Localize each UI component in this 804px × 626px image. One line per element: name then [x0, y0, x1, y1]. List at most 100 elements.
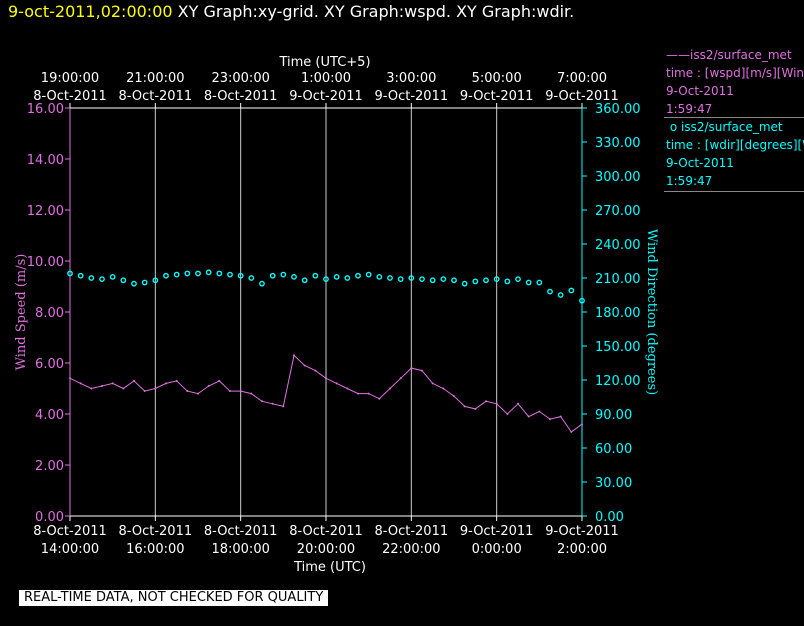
x-tick-time: 18:00:00 — [211, 542, 269, 557]
wdir-point — [408, 275, 415, 281]
y-tick-label-right: 0.00 — [595, 510, 624, 525]
wdir-point — [579, 297, 585, 304]
y-tick-label-right: 300.00 — [595, 170, 641, 185]
wdir-point — [141, 279, 148, 286]
wdir-point — [205, 269, 212, 276]
x-tick-time: 16:00:00 — [126, 542, 184, 557]
wspd-point — [410, 367, 413, 370]
y-tick-label-left: 16.00 — [27, 102, 64, 117]
wdir-point — [568, 287, 575, 294]
x-tick-time: 14:00:00 — [41, 542, 99, 557]
wdir-point — [515, 276, 521, 283]
wspd-point — [314, 369, 317, 372]
top-tick-date: 9-Oct-2011 — [460, 89, 534, 104]
wspd-point — [154, 387, 157, 390]
y-tick-label-left: 4.00 — [35, 408, 64, 423]
wdir-point — [109, 273, 116, 280]
wdir-point — [419, 276, 425, 283]
wdir-point — [525, 279, 532, 286]
wspd-point — [378, 397, 381, 400]
wdir-point — [227, 271, 233, 278]
wspd-point — [346, 387, 349, 390]
top-tick-time: 19:00:00 — [41, 71, 99, 86]
legend-wdir-date: 9-Oct-2011 — [666, 156, 734, 170]
wspd-point — [367, 392, 370, 395]
wspd-point — [389, 387, 391, 390]
wdir-point — [547, 288, 553, 295]
wdir-point — [269, 272, 276, 279]
legend-wdir-name: o iss2/surface_met — [666, 118, 804, 136]
y-tick-label-right: 180.00 — [595, 306, 641, 321]
legend-wdir-variable: time : [wdir][degrees][W — [666, 138, 804, 152]
wspd-point — [282, 405, 285, 408]
wspd-point — [559, 415, 562, 418]
y-tick-label-right: 150.00 — [595, 340, 641, 355]
wdir-point — [323, 276, 329, 283]
wdir-point — [376, 273, 383, 280]
y-tick-label-right: 270.00 — [595, 204, 641, 219]
wspd-point — [527, 415, 530, 418]
wdir-point — [355, 272, 361, 279]
wdir-point — [365, 271, 372, 278]
y-tick-label-right: 90.00 — [595, 408, 632, 423]
top-axis-label: Time (UTC+5) — [278, 55, 370, 70]
y-tick-label-left: 6.00 — [35, 357, 64, 372]
header-title-wspd: XY Graph:wspd. — [323, 2, 451, 21]
wdir-point — [77, 272, 84, 279]
wspd-point — [133, 379, 135, 382]
top-tick-time: 3:00:00 — [386, 71, 436, 86]
wdir-point — [120, 277, 127, 284]
legend-wspd-date: 9-Oct-2011 — [666, 84, 734, 98]
wdir-point — [88, 275, 95, 281]
x-tick-time: 2:00:00 — [557, 542, 607, 557]
wspd-point — [293, 354, 295, 357]
wdir-point — [440, 276, 447, 283]
y-tick-label-right: 30.00 — [595, 476, 632, 491]
legend-wspd-name: ——iss2/surface_met — [666, 46, 804, 64]
wdir-point — [472, 278, 479, 285]
wspd-point — [207, 384, 210, 387]
x-tick-time: 22:00:00 — [382, 542, 440, 557]
x-tick-date: 9-Oct-2011 — [460, 524, 534, 539]
wspd-point — [517, 402, 519, 405]
wspd-point — [335, 382, 338, 385]
wspd-point — [431, 382, 434, 385]
wspd-point — [538, 410, 541, 413]
wdir-point — [99, 276, 105, 283]
wdir-point — [163, 272, 169, 279]
wdir-point — [280, 271, 287, 278]
quality-notice: REAL-TIME DATA, NOT CHECKED FOR QUALITY — [19, 590, 329, 606]
legend-divider — [664, 191, 804, 192]
wspd-point — [485, 400, 487, 403]
wdir-point — [536, 279, 543, 286]
header-title-wdir: XY Graph:wdir. — [456, 2, 575, 21]
legend-wdir-source: iss2/surface_met — [680, 120, 783, 134]
wspd-point — [143, 390, 146, 393]
wspd-point — [506, 413, 509, 415]
wspd-point — [570, 430, 573, 433]
wspd-point — [474, 407, 477, 410]
top-tick-date: 8-Oct-2011 — [204, 89, 278, 104]
wspd-point — [69, 377, 71, 380]
x-tick-time: 0:00:00 — [472, 542, 522, 557]
wdir-point — [557, 292, 564, 298]
wdir-point — [67, 270, 73, 277]
wspd-point — [463, 405, 466, 408]
y-tick-label-left: 2.00 — [35, 459, 64, 474]
header: 9-oct-2011,02:00:00 XY Graph:xy-grid. XY… — [8, 2, 574, 21]
top-tick-date: 8-Oct-2011 — [119, 89, 193, 104]
wspd-point — [165, 382, 167, 385]
wspd-point — [442, 387, 445, 390]
x-tick-date: 8-Oct-2011 — [204, 524, 278, 539]
y-tick-label-left: 10.00 — [27, 255, 64, 270]
wdir-point — [387, 275, 393, 281]
wdir-point — [259, 280, 265, 287]
x-tick-date: 8-Oct-2011 — [33, 524, 107, 539]
wdir-point — [173, 271, 180, 278]
wspd-point — [399, 377, 402, 380]
legend-wspd-source: iss2/surface_met — [690, 48, 792, 62]
wspd-point — [581, 423, 583, 426]
y-tick-label-right: 210.00 — [595, 272, 641, 287]
x-tick-date: 8-Oct-2011 — [119, 524, 193, 539]
